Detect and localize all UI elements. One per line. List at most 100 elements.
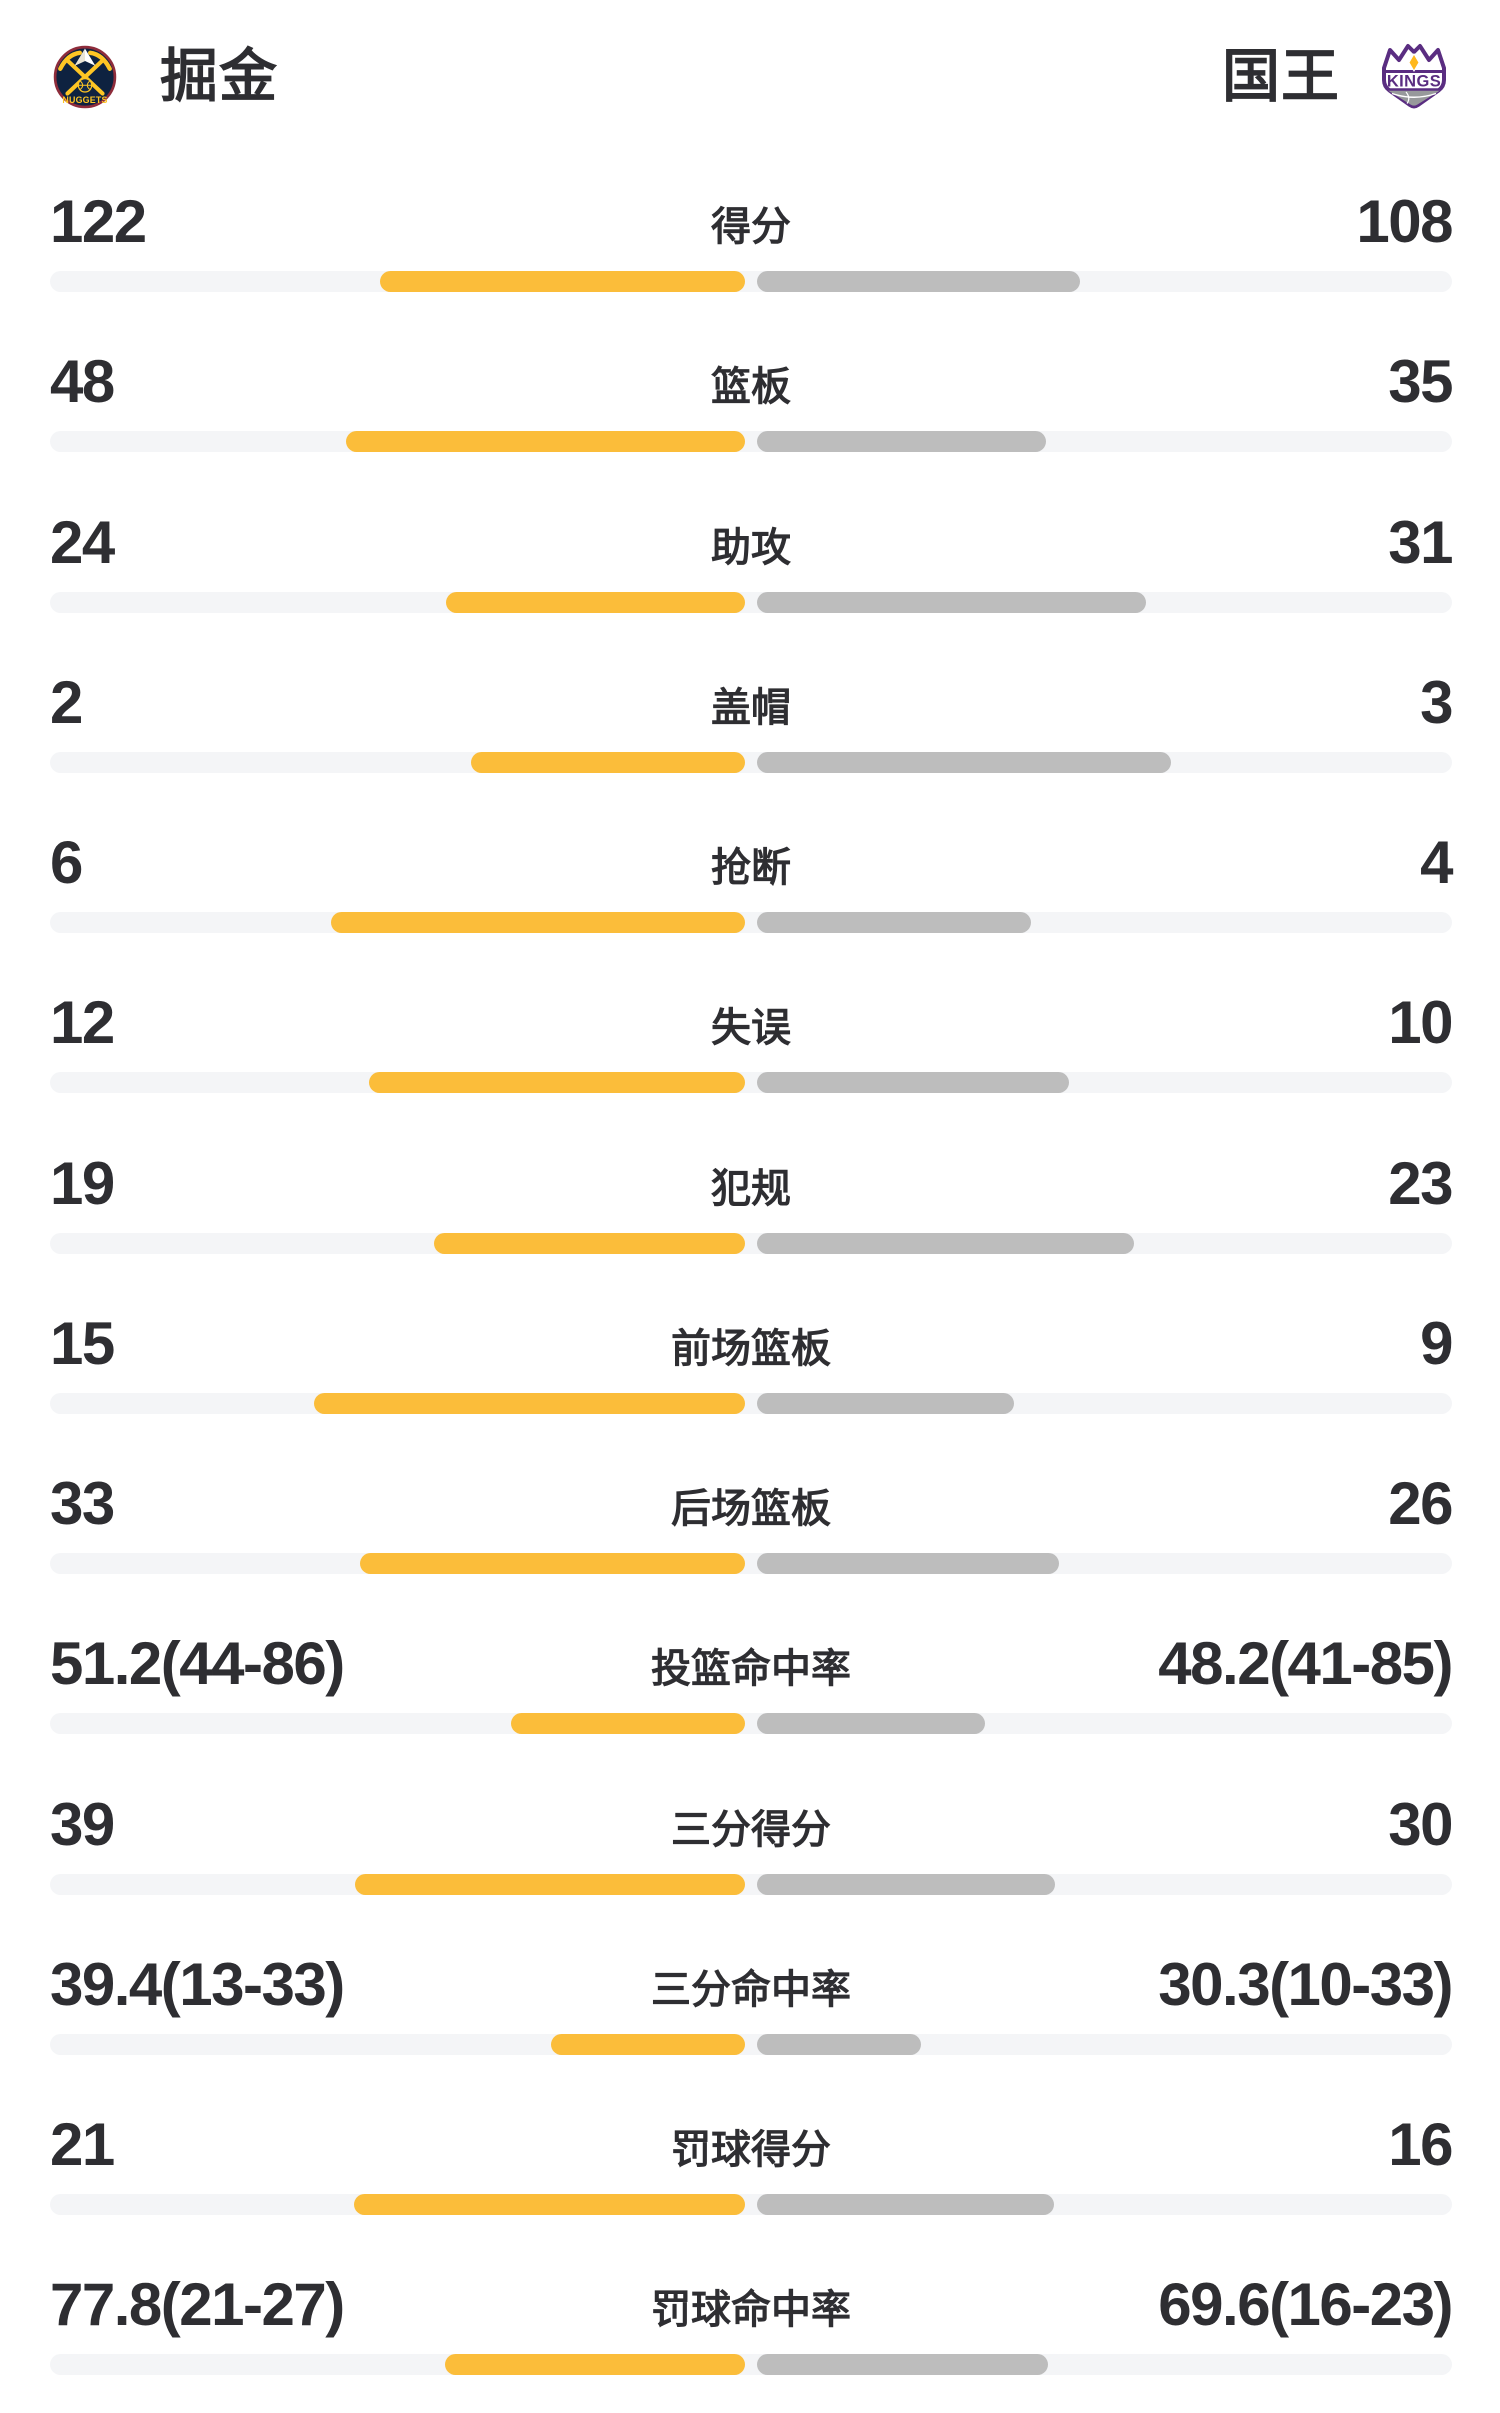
away-value: 30.3(10-33) <box>1158 1950 1453 2018</box>
stat-line: 39 三分得分 30 <box>50 1790 1453 1858</box>
away-bar <box>757 271 1080 292</box>
home-bar <box>471 751 745 773</box>
away-bar <box>757 2354 1048 2376</box>
stat-row: 122 得分 108 <box>0 170 1500 330</box>
bar-track <box>50 271 1452 292</box>
home-team-name: 掘金 <box>160 44 279 109</box>
home-bar <box>354 2194 745 2215</box>
away-bar <box>757 2033 921 2055</box>
home-bar <box>355 1873 745 1895</box>
away-value: 31 <box>1388 508 1453 576</box>
bar-track <box>50 2354 1452 2376</box>
stat-label: 抢断 <box>711 846 791 890</box>
home-value: 15 <box>50 1309 115 1377</box>
bar-track <box>50 912 1452 933</box>
stat-row: 33 后场篮板 26 <box>0 1452 1500 1612</box>
stat-line: 48 篮板 35 <box>50 348 1453 416</box>
header: NUGGETS 掘金 国王 KINGS <box>0 40 1500 114</box>
home-value: 122 <box>50 188 147 255</box>
stat-line: 6 抢断 4 <box>50 829 1453 896</box>
stat-label: 罚球得分 <box>671 2128 831 2172</box>
away-bar <box>757 1713 985 1735</box>
home-value: 19 <box>50 1149 115 1217</box>
bar-track <box>50 2033 1452 2055</box>
away-bar <box>757 1873 1055 1895</box>
bar-track <box>50 1713 1452 1735</box>
home-bar <box>445 2354 745 2376</box>
away-value: 69.6(16-23) <box>1158 2271 1453 2339</box>
away-value: 108 <box>1356 188 1453 255</box>
stat-line: 12 失误 10 <box>50 989 1453 1057</box>
bar-track <box>50 2194 1452 2215</box>
stat-line: 2 盖帽 3 <box>50 668 1453 736</box>
home-bar <box>360 1553 745 1574</box>
home-bar <box>331 912 745 933</box>
stat-row: 39.4(13-33) 三分命中率 30.3(10-33) <box>0 1933 1500 2093</box>
home-value: 12 <box>50 989 115 1057</box>
away-value: 10 <box>1388 989 1453 1057</box>
away-bar <box>757 1232 1134 1254</box>
stat-line: 21 罚球得分 16 <box>50 2111 1453 2178</box>
stat-line: 19 犯规 23 <box>50 1149 1453 1217</box>
home-value: 51.2(44-86) <box>50 1630 345 1698</box>
stat-line: 122 得分 108 <box>50 188 1453 255</box>
home-value: 48 <box>50 348 115 416</box>
away-bar <box>757 1392 1014 1414</box>
nuggets-logo-text: NUGGETS <box>62 95 107 105</box>
away-value: 48.2(41-85) <box>1158 1630 1453 1698</box>
stat-line: 77.8(21-27) 罚球命中率 69.6(16-23) <box>50 2271 1453 2339</box>
bar-track <box>50 431 1452 453</box>
stat-row: 15 前场篮板 9 <box>0 1292 1500 1452</box>
stat-line: 51.2(44-86) 投篮命中率 48.2(41-85) <box>50 1630 1453 1698</box>
stat-line: 39.4(13-33) 三分命中率 30.3(10-33) <box>50 1950 1453 2018</box>
home-value: 21 <box>50 2111 115 2178</box>
stat-row: 39 三分得分 30 <box>0 1773 1500 1933</box>
home-bar <box>446 591 745 613</box>
stat-row: 21 罚球得分 16 <box>0 2093 1500 2253</box>
stat-label: 助攻 <box>711 525 791 570</box>
away-value: 3 <box>1420 668 1453 736</box>
stat-label: 后场篮板 <box>671 1487 831 1531</box>
stat-row: 51.2(44-86) 投篮命中率 48.2(41-85) <box>0 1612 1500 1772</box>
stat-label: 前场篮板 <box>671 1326 831 1371</box>
stat-label: 投篮命中率 <box>651 1647 851 1692</box>
stat-row: 77.8(21-27) 罚球命中率 69.6(16-23) <box>0 2253 1500 2413</box>
away-value: 23 <box>1388 1149 1453 1217</box>
away-bar <box>757 1553 1059 1574</box>
stat-row: 48 篮板 35 <box>0 330 1500 490</box>
home-bar <box>434 1232 745 1254</box>
stat-label: 盖帽 <box>711 685 791 730</box>
home-value: 24 <box>50 508 115 576</box>
bar-track <box>50 1392 1452 1414</box>
stat-label: 三分得分 <box>671 1807 831 1852</box>
away-bar <box>757 431 1046 453</box>
home-value: 6 <box>50 829 83 896</box>
stat-line: 15 前场篮板 9 <box>50 1309 1453 1377</box>
away-team-name: 国王 <box>1221 44 1340 109</box>
home-bar <box>511 1713 745 1735</box>
home-value: 2 <box>50 668 83 736</box>
home-value: 39 <box>50 1790 115 1858</box>
away-bar <box>757 2194 1054 2215</box>
home-value: 39.4(13-33) <box>50 1950 345 2018</box>
away-value: 16 <box>1388 2111 1453 2178</box>
away-value: 30 <box>1388 1790 1453 1858</box>
stat-label: 失误 <box>711 1006 791 1051</box>
stat-row: 6 抢断 4 <box>0 811 1500 971</box>
stat-line: 24 助攻 31 <box>50 508 1453 576</box>
home-bar <box>380 271 745 292</box>
away-value: 9 <box>1420 1309 1453 1377</box>
bar-track <box>50 1873 1452 1895</box>
home-value: 77.8(21-27) <box>50 2271 345 2339</box>
bar-track <box>50 751 1452 773</box>
away-value: 35 <box>1388 348 1453 416</box>
stat-label: 得分 <box>711 205 791 249</box>
home-value: 33 <box>50 1470 115 1537</box>
home-bar <box>369 1072 745 1094</box>
away-bar <box>757 591 1146 613</box>
home-bar <box>346 431 745 453</box>
kings-logo-text: KINGS <box>1387 73 1441 91</box>
nuggets-logo: NUGGETS <box>53 45 117 109</box>
